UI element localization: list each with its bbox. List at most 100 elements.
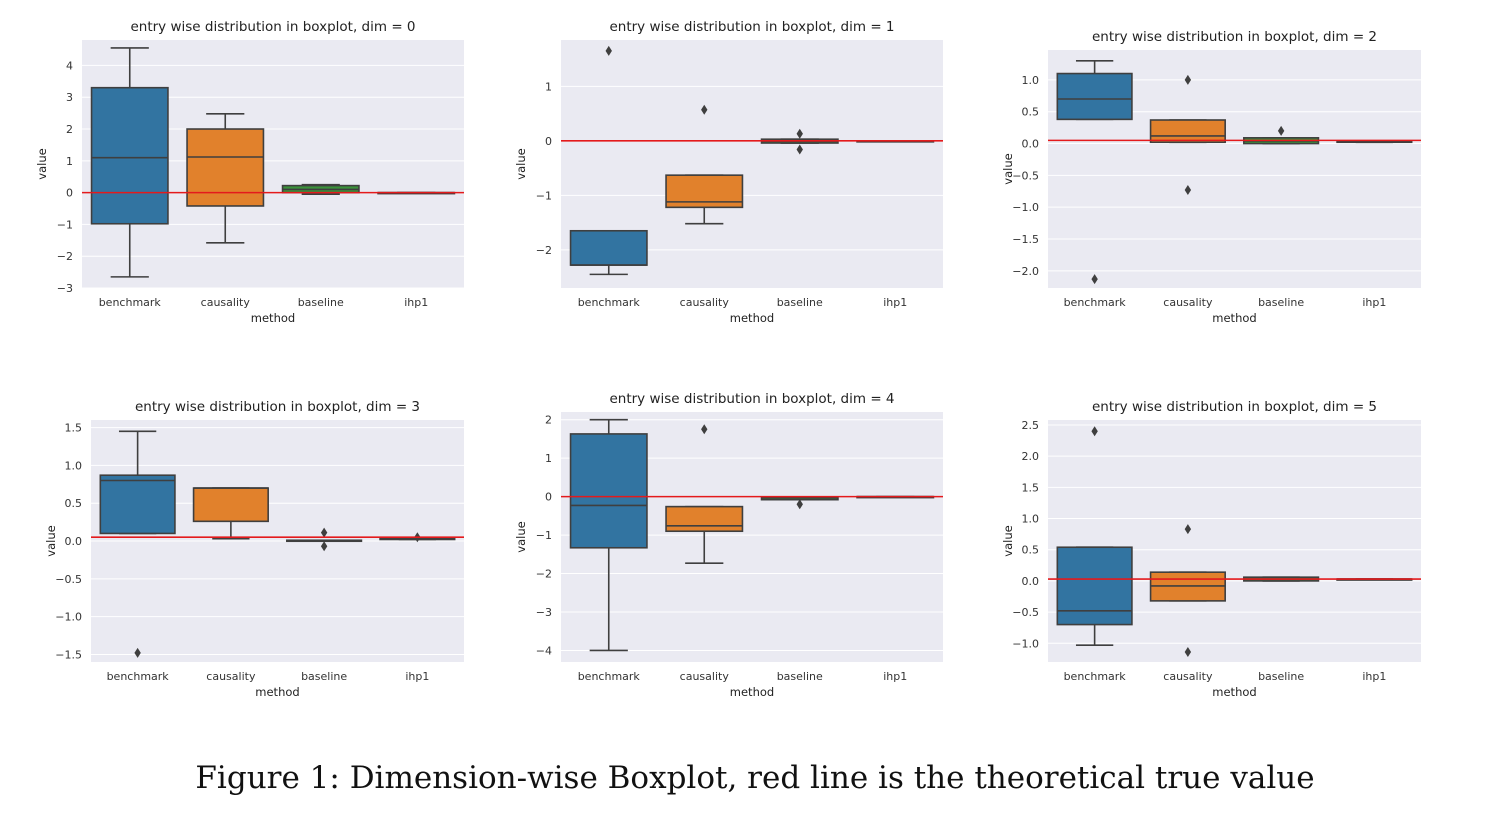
- box-body: [569, 433, 648, 549]
- subplot-dim-3: −1.5 −1.0 −0.5 0.0 0.5 1.0 1.5 benchmark causali…: [44, 399, 464, 699]
- box-body: [569, 229, 648, 266]
- outlier-point: [1091, 426, 1098, 437]
- x-tick-label-baseline: baseline: [777, 670, 823, 683]
- boxplot-figure: −3 −2 −1 0 1 2 3 4 benchmark causality baseline ihp…: [35, 19, 1421, 699]
- subplot-dim-4: −4 −3 −2 −1 0 1 2 benchmark causality baseline ihp…: [514, 391, 943, 699]
- subplot-title: entry wise distribution in boxplot, dim …: [1092, 29, 1377, 45]
- y-axis-label: value: [1001, 525, 1015, 556]
- y-tick-label: −2.0: [1012, 265, 1039, 278]
- y-tick-label: −1: [536, 189, 552, 202]
- y-tick-label: 1.5: [65, 422, 83, 435]
- x-tick-label-ihp1: ihp1: [883, 670, 907, 683]
- figure-caption: Figure 1: Dimension-wise Boxplot, red li…: [195, 760, 1315, 796]
- x-tick-label-benchmark: benchmark: [99, 296, 162, 309]
- x-tick-label-benchmark: benchmark: [1064, 296, 1127, 309]
- box-ihp1: [1336, 140, 1413, 144]
- outlier-point: [320, 541, 328, 552]
- y-tick-label: −1.0: [1012, 637, 1039, 650]
- x-axis-label: method: [730, 311, 774, 325]
- x-tick-label-baseline: baseline: [1258, 670, 1304, 683]
- y-tick-label: 1.0: [65, 459, 83, 472]
- y-tick-label: −2: [536, 244, 552, 257]
- subplot-dim-1: −2 −1 0 1 benchmark causality baseline ihp1 entr…: [514, 19, 943, 325]
- y-tick-label: −2: [536, 568, 552, 581]
- x-axis-label: method: [730, 685, 774, 699]
- y-tick-label: 1.0: [1022, 74, 1040, 87]
- outlier-point: [701, 104, 708, 115]
- y-tick-label: 2: [66, 123, 73, 136]
- box-benchmark: [569, 418, 648, 652]
- y-tick-label: 0.5: [1022, 106, 1040, 119]
- y-tick-label: 0: [545, 491, 552, 504]
- x-tick-label-causality: causality: [1163, 296, 1213, 309]
- box-benchmark: [1056, 60, 1133, 285]
- y-axis-label: value: [514, 148, 528, 179]
- outlier-point: [796, 128, 803, 139]
- box-baseline: [286, 527, 363, 552]
- subplot-title: entry wise distribution in boxplot, dim …: [1092, 399, 1377, 415]
- x-tick-label-causality: causality: [680, 670, 730, 683]
- subplot-dim-5: −1.0 −0.5 0.0 0.5 1.0 1.5 2.0 2.5 benchmark causa…: [1001, 399, 1421, 699]
- y-tick-label: 2: [545, 414, 552, 427]
- x-tick-label-ihp1: ihp1: [404, 296, 428, 309]
- y-axis-label: value: [514, 521, 528, 552]
- x-axis-label: method: [255, 685, 299, 699]
- box-body: [99, 474, 176, 535]
- subplot-title: entry wise distribution in boxplot, dim …: [130, 19, 415, 35]
- x-tick-label-benchmark: benchmark: [578, 670, 641, 683]
- outlier-point: [796, 499, 803, 510]
- y-tick-label: 0.5: [65, 497, 83, 510]
- y-axis-label: value: [1001, 153, 1015, 184]
- x-tick-label-benchmark: benchmark: [578, 296, 641, 309]
- outlier-point: [1184, 185, 1192, 195]
- y-tick-label: −3: [536, 606, 552, 619]
- y-tick-label: 1: [545, 80, 552, 93]
- box-body: [665, 505, 744, 533]
- box-causality: [1149, 74, 1226, 195]
- x-tick-label-ihp1: ihp1: [405, 670, 429, 683]
- y-tick-label: −0.5: [1012, 169, 1039, 182]
- y-tick-label: 1: [545, 452, 552, 465]
- subplot-title: entry wise distribution in boxplot, dim …: [609, 19, 894, 35]
- outlier-point: [796, 144, 803, 155]
- y-tick-label: −0.5: [55, 573, 82, 586]
- x-axis-label: method: [251, 311, 295, 325]
- y-tick-label: 0: [545, 135, 552, 148]
- y-tick-label: 0: [66, 187, 73, 200]
- y-tick-label: −0.5: [1012, 606, 1039, 619]
- box-body: [1056, 72, 1133, 121]
- box-body: [186, 128, 265, 207]
- y-tick-label: 0.0: [1022, 138, 1040, 151]
- y-tick-label: −1.0: [55, 611, 82, 624]
- x-tick-label-baseline: baseline: [301, 670, 347, 683]
- x-tick-label-ihp1: ihp1: [1362, 670, 1386, 683]
- y-tick-label: −4: [536, 644, 552, 657]
- x-tick-label-causality: causality: [201, 296, 251, 309]
- box-benchmark: [569, 45, 648, 276]
- x-tick-label-causality: causality: [206, 670, 256, 683]
- y-tick-label: −1.5: [55, 648, 82, 661]
- x-tick-label-baseline: baseline: [777, 296, 823, 309]
- subplot-title: entry wise distribution in boxplot, dim …: [609, 391, 894, 407]
- subplot-dim-2: −2.0 −1.5 −1.0 −0.5 0.0 0.5 1.0 benchmark causal…: [1001, 29, 1421, 325]
- box-body: [192, 487, 269, 523]
- subplot-dim-0: −3 −2 −1 0 1 2 3 4 benchmark causality baseline ihp…: [35, 19, 464, 325]
- subplot-title: entry wise distribution in boxplot, dim …: [135, 399, 420, 415]
- y-tick-label: −1: [536, 529, 552, 542]
- y-axis-label: value: [35, 148, 49, 179]
- x-tick-label-benchmark: benchmark: [107, 670, 170, 683]
- y-axis-label: value: [44, 525, 58, 556]
- outlier-point: [701, 424, 708, 435]
- x-tick-label-baseline: baseline: [1258, 296, 1304, 309]
- box-body: [1149, 119, 1226, 144]
- x-tick-label-ihp1: ihp1: [1362, 296, 1386, 309]
- box-causality: [192, 487, 269, 540]
- x-axis-label: method: [1212, 311, 1256, 325]
- x-tick-label-baseline: baseline: [298, 296, 344, 309]
- y-tick-label: 4: [66, 59, 73, 72]
- y-tick-label: −3: [57, 282, 73, 295]
- box-body: [90, 86, 169, 225]
- y-tick-label: 2.0: [1022, 450, 1040, 463]
- box-causality: [1149, 524, 1226, 658]
- y-tick-label: 0.0: [65, 535, 83, 548]
